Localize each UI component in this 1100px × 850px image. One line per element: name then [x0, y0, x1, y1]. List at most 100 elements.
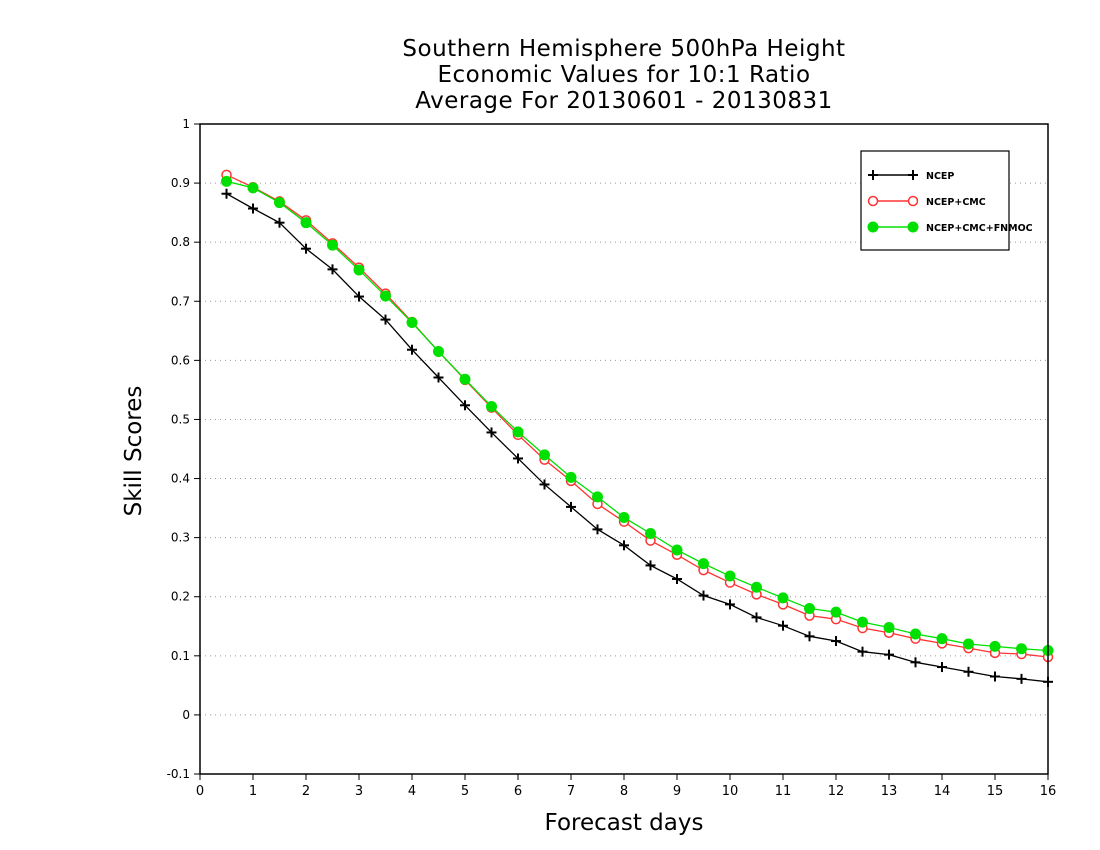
data-point: [407, 344, 417, 355]
data-point: [300, 217, 312, 229]
data-point: [883, 621, 895, 633]
legend-label: NCEP+CMC: [926, 197, 986, 208]
data-point: [963, 638, 974, 650]
data-point: [830, 606, 842, 618]
data-point: [989, 640, 1001, 652]
x-tick-label: 16: [1040, 784, 1057, 799]
data-point: [698, 590, 709, 601]
data-point: [274, 197, 285, 209]
data-point: [857, 616, 868, 628]
x-tick-label: 11: [775, 784, 792, 799]
x-axis-title: Forecast days: [544, 810, 704, 836]
data-point: [698, 558, 709, 570]
data-point: [990, 671, 1000, 682]
data-point: [433, 372, 444, 383]
data-point: [301, 243, 311, 254]
y-tick-label: -0.1: [167, 767, 190, 781]
data-point: [724, 570, 736, 582]
axis-ticks: -0.100.10.20.30.40.50.60.70.80.910 1 2 3 4 5 6…: [167, 117, 1057, 799]
x-tick-label: 15: [987, 784, 1004, 799]
data-point: [380, 290, 391, 302]
legend-swatch-marker: [907, 221, 919, 233]
data-point: [512, 426, 524, 438]
x-tick-label: 12: [828, 784, 845, 799]
data-point: [274, 217, 285, 228]
y-tick-label: 1: [182, 117, 190, 131]
chart-title-line-1: Southern Hemisphere 500hPa Height: [402, 36, 846, 62]
data-point: [513, 453, 523, 464]
series-line: [226, 180, 1049, 652]
data-point: [778, 620, 788, 631]
data-point: [804, 603, 815, 615]
data-point: [221, 175, 232, 187]
data-point: [857, 646, 868, 657]
series-group: [221, 169, 1054, 687]
data-point: [936, 633, 948, 645]
legend-swatch-marker: [867, 195, 879, 207]
data-point: [380, 314, 391, 325]
y-tick-label: 0: [182, 708, 190, 722]
data-point: [751, 581, 762, 593]
data-point: [645, 560, 656, 571]
legend-label: NCEP+CMC+FNMOC: [926, 223, 1033, 234]
y-tick-label: 0.6: [171, 353, 190, 367]
x-tick-label: 0: [196, 784, 204, 799]
y-tick-label: 0.7: [171, 294, 190, 308]
data-point: [645, 528, 656, 539]
data-point: [566, 501, 576, 512]
data-point: [433, 346, 444, 357]
y-tick-label: 0.4: [171, 472, 190, 486]
data-point: [539, 449, 550, 461]
data-point: [671, 544, 683, 556]
data-point: [804, 631, 815, 642]
series-ncep: [221, 188, 1053, 687]
data-point: [592, 524, 603, 535]
data-point: [618, 512, 630, 524]
data-point: [565, 471, 577, 483]
data-point: [221, 188, 232, 199]
data-point: [725, 599, 735, 610]
x-tick-label: 1: [249, 784, 257, 799]
series-line: [226, 193, 1049, 683]
x-tick-label: 7: [567, 784, 575, 799]
data-point: [937, 662, 947, 673]
y-tick-label: 0.3: [171, 531, 190, 545]
x-tick-label: 4: [408, 784, 416, 799]
data-point: [619, 540, 629, 551]
x-tick-label: 6: [514, 784, 522, 799]
data-point: [539, 479, 550, 490]
y-tick-label: 0.2: [171, 590, 190, 604]
x-tick-label: 8: [620, 784, 628, 799]
data-point: [831, 636, 841, 647]
data-point: [486, 427, 497, 438]
series-ncep-cmc-fnmoc: [221, 175, 1054, 656]
y-tick-label: 0.8: [171, 235, 190, 249]
data-point: [963, 666, 974, 677]
data-point: [353, 264, 365, 276]
data-point: [486, 400, 497, 412]
data-point: [406, 317, 418, 329]
data-point: [327, 264, 338, 275]
y-tick-label: 0.1: [171, 649, 190, 663]
x-tick-label: 5: [461, 784, 469, 799]
data-point: [459, 373, 471, 385]
data-point: [247, 182, 259, 194]
data-point: [327, 239, 338, 251]
legend-swatch-marker: [907, 195, 919, 207]
x-tick-label: 14: [934, 784, 951, 799]
data-point: [592, 491, 603, 503]
legend-swatch-marker: [867, 221, 879, 233]
chart-title-line-3: Average For 20130601 - 20130831: [415, 88, 833, 114]
legend-swatch-marker: [908, 170, 918, 180]
data-point: [1016, 673, 1027, 684]
data-point: [672, 574, 682, 584]
chart-title-line-2: Economic Values for 10:1 Ratio: [437, 62, 811, 88]
data-point: [248, 203, 258, 214]
data-point: [910, 628, 921, 640]
data-point: [910, 657, 921, 668]
data-point: [751, 612, 762, 623]
legend-label: NCEP: [926, 171, 954, 182]
x-tick-label: 13: [881, 784, 898, 799]
